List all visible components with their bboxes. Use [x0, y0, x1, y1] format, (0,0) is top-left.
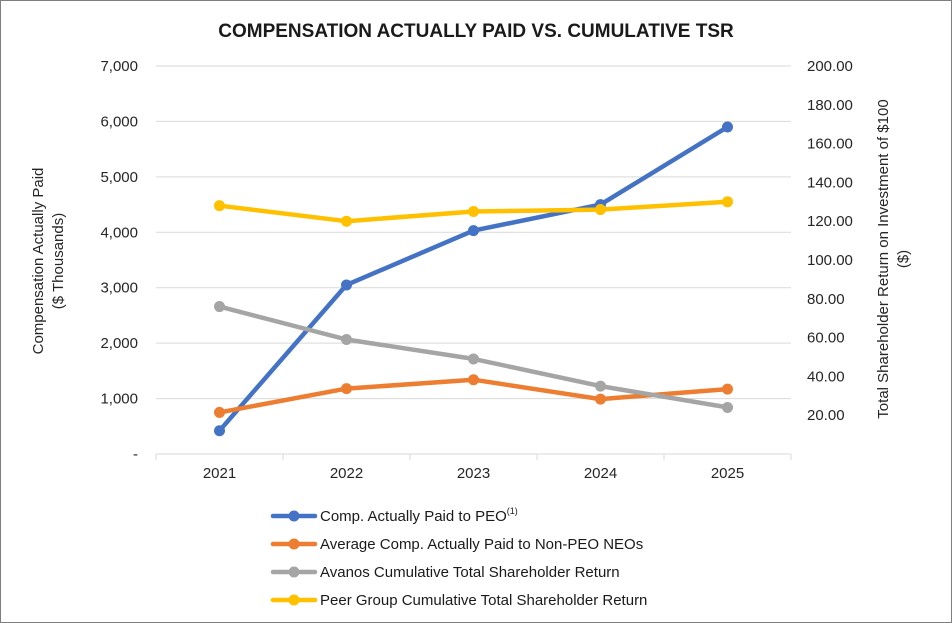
- data-point: [341, 215, 352, 227]
- data-point: [722, 383, 733, 395]
- data-point: [722, 196, 733, 208]
- chart-title: COMPENSATION ACTUALLY PAID VS. CUMULATIV…: [218, 21, 734, 42]
- right-tick-label: 180.00: [807, 97, 853, 114]
- series-group: [214, 121, 733, 437]
- data-point: [468, 206, 479, 217]
- left-axis-label-line1: Compensation Actually Paid: [30, 168, 47, 355]
- legend-swatch-marker: [288, 510, 300, 522]
- data-point: [341, 279, 352, 291]
- right-tick-label: 200.00: [807, 58, 853, 75]
- right-tick-label: 140.00: [807, 174, 853, 191]
- right-tick-label: 100.00: [807, 252, 853, 269]
- right-tick-label: 40.00: [807, 368, 845, 385]
- data-point: [214, 200, 225, 212]
- x-tick-label: 2021: [203, 465, 236, 482]
- data-point: [214, 406, 225, 418]
- right-tick-label: 160.00: [807, 136, 853, 153]
- legend-swatch-marker: [288, 566, 300, 578]
- data-point: [214, 425, 225, 437]
- x-tick-label: 2025: [711, 465, 744, 482]
- legend-label: Comp. Actually Paid to PEO(1): [320, 506, 518, 525]
- x-axis-ticks: 2021 2022 2023 2024 2025: [203, 465, 744, 482]
- left-tick-label: 4,000: [100, 224, 138, 241]
- right-tick-label: 120.00: [807, 213, 853, 230]
- legend: Comp. Actually Paid to PEO(1) Average Com…: [270, 506, 647, 609]
- x-tick-label: 2023: [457, 465, 490, 482]
- data-point: [722, 121, 733, 133]
- x-tick-label: 2024: [584, 465, 617, 482]
- left-tick-label: 5,000: [100, 169, 138, 186]
- left-tick-label: 3,000: [100, 280, 138, 297]
- left-tick-label: 2,000: [100, 335, 138, 352]
- left-tick-label: 1,000: [100, 391, 138, 408]
- legend-label: Peer Group Cumulative Total Shareholder …: [320, 592, 647, 609]
- right-tick-label: 60.00: [807, 330, 845, 347]
- data-point: [595, 204, 606, 216]
- right-axis-ticks: 20.00 40.00 60.00 80.00 100.00 120.00 140.00 16…: [807, 58, 853, 424]
- data-point: [341, 334, 352, 346]
- legend-swatch-marker: [288, 594, 300, 606]
- right-axis-label-line1: Total Shareholder Return on Investment o…: [875, 99, 892, 418]
- right-axis-label-line2: ($): [895, 250, 912, 268]
- data-point: [214, 301, 225, 313]
- legend-label: Average Comp. Actually Paid to Non-PEO N…: [320, 536, 643, 553]
- gridlines: [155, 65, 792, 460]
- data-point: [341, 383, 352, 395]
- right-tick-label: 20.00: [807, 407, 845, 424]
- data-point: [468, 353, 479, 365]
- left-tick-label: 6,000: [100, 113, 138, 130]
- data-point: [468, 225, 479, 237]
- left-axis-label-line2: ($ Thousands): [50, 213, 67, 309]
- left-axis-ticks: - 1,000 2,000 3,000 4,000 5,000 6,000 7,000: [100, 58, 138, 463]
- left-tick-label: 7,000: [100, 58, 138, 75]
- data-point: [468, 374, 479, 386]
- data-point: [595, 380, 606, 392]
- legend-superscript: (1): [507, 506, 518, 516]
- legend-label: Avanos Cumulative Total Shareholder Retu…: [320, 564, 620, 581]
- data-point: [722, 401, 733, 413]
- x-tick-label: 2022: [330, 465, 363, 482]
- right-tick-label: 80.00: [807, 291, 845, 308]
- left-tick-label: -: [133, 446, 138, 463]
- legend-swatch-marker: [288, 538, 300, 550]
- data-point: [595, 393, 606, 405]
